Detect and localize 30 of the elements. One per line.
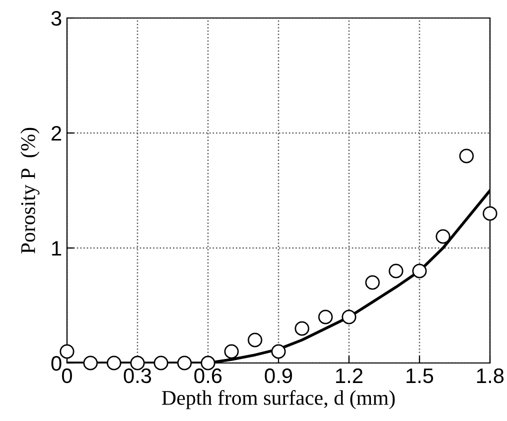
y-tick-label: 1 xyxy=(52,241,62,256)
point xyxy=(412,264,427,278)
point xyxy=(154,356,168,370)
point xyxy=(248,332,262,348)
y-tick-label: 0 xyxy=(51,356,62,371)
point xyxy=(365,275,380,290)
point xyxy=(459,148,474,164)
point xyxy=(106,356,122,370)
point xyxy=(294,321,310,336)
x-tick-label: 0.6 xyxy=(194,368,222,384)
point xyxy=(318,310,333,324)
point xyxy=(342,310,356,324)
y-axis-title: Porosity P (%) xyxy=(20,128,40,254)
x-tick-label: 1.8 xyxy=(477,368,504,384)
x-tick-label: 0.9 xyxy=(264,368,292,384)
point xyxy=(436,229,450,244)
x-tick-label: 1.5 xyxy=(406,368,434,384)
point xyxy=(60,344,74,359)
point xyxy=(271,344,286,359)
point xyxy=(177,356,192,370)
x-axis-title: Depth from surface, d (mm) xyxy=(162,390,395,410)
point xyxy=(388,264,404,278)
x-tick-label: 0.3 xyxy=(124,368,152,384)
y-tick-label: 3 xyxy=(51,11,62,26)
point xyxy=(224,344,239,359)
point xyxy=(83,356,98,370)
x-tick-label: 1.2 xyxy=(336,368,362,383)
point xyxy=(482,206,498,221)
y-tick-label: 2 xyxy=(52,126,62,141)
x-tick-label: 0 xyxy=(62,368,72,384)
